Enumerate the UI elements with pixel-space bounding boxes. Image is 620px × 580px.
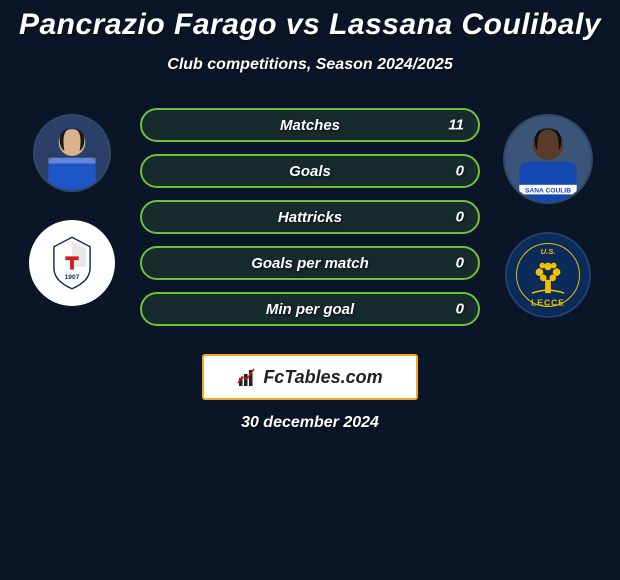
svg-text:LECCE: LECCE (531, 298, 565, 308)
stat-label: Goals per match (251, 255, 369, 272)
page-title: Pancrazio Farago vs Lassana Coulibaly (0, 8, 620, 42)
left-column: 1907 (22, 114, 122, 306)
club-badge-icon: 1907 (31, 220, 113, 306)
right-club-badge: U.S. LECCE (505, 232, 591, 318)
stat-value: 0 (456, 163, 464, 180)
source-logo-box: FcTables.com (202, 354, 418, 400)
player-silhouette-icon: SANA COULIB (505, 114, 591, 204)
stat-row-matches: Matches 11 (140, 108, 480, 142)
date-line: 30 december 2024 (0, 414, 620, 432)
stats-column: Matches 11 Goals 0 Hattricks 0 Goals per… (140, 108, 480, 326)
left-club-badge: 1907 (29, 220, 115, 306)
svg-text:1907: 1907 (65, 274, 80, 281)
svg-text:SANA COULIB: SANA COULIB (525, 187, 571, 194)
stat-label: Hattricks (278, 209, 342, 226)
right-player-avatar: SANA COULIB (503, 114, 593, 204)
right-column: SANA COULIB U.S. LECCE (498, 114, 598, 318)
stat-row-min-per-goal: Min per goal 0 (140, 292, 480, 326)
stat-value: 0 (456, 209, 464, 226)
main-row: 1907 Matches 11 Goals 0 Hattricks 0 Goal… (0, 104, 620, 326)
stat-label: Matches (280, 117, 340, 134)
stat-row-goals-per-match: Goals per match 0 (140, 246, 480, 280)
stat-label: Goals (289, 163, 331, 180)
stat-value: 11 (448, 117, 464, 134)
stat-row-goals: Goals 0 (140, 154, 480, 188)
left-player-avatar (33, 114, 111, 192)
stat-value: 0 (456, 255, 464, 272)
subtitle: Club competitions, Season 2024/2025 (0, 56, 620, 74)
source-logo-text: FcTables.com (263, 367, 382, 388)
stat-value: 0 (456, 301, 464, 318)
stat-row-hattricks: Hattricks 0 (140, 200, 480, 234)
bar-chart-icon (237, 366, 259, 388)
club-badge-icon: U.S. LECCE (507, 232, 589, 318)
player-silhouette-icon (35, 114, 109, 192)
infographic-container: Pancrazio Farago vs Lassana Coulibaly Cl… (0, 0, 620, 432)
svg-text:U.S.: U.S. (541, 247, 556, 256)
stat-label: Min per goal (266, 301, 354, 318)
